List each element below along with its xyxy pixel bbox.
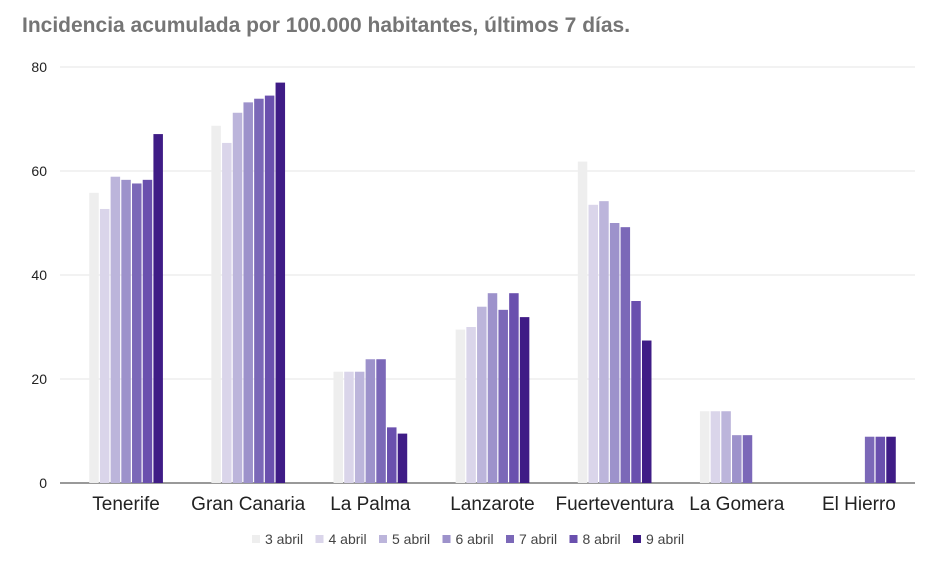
bar[interactable] (609, 223, 620, 483)
bar[interactable] (742, 435, 753, 483)
bar[interactable] (699, 411, 710, 483)
bar[interactable] (243, 102, 253, 484)
bar[interactable] (99, 208, 110, 483)
y-tick-label: 20 (31, 371, 47, 387)
bar[interactable] (631, 301, 641, 483)
legend-label: 3 abril (265, 531, 303, 547)
legend-swatch (252, 535, 260, 543)
legend-label: 4 abril (329, 531, 367, 547)
x-tick-label: El Hierro (822, 494, 896, 515)
legend-item[interactable]: 3 abril (252, 531, 303, 547)
bar[interactable] (232, 112, 243, 483)
bar[interactable] (466, 327, 476, 483)
legend: 3 abril 4 abril 5 abril 6 abril 7 abril 8 abr… (252, 531, 684, 547)
bar[interactable] (153, 134, 163, 483)
x-tick-label: Lanzarote (450, 494, 535, 515)
bar[interactable] (397, 433, 408, 483)
bar[interactable] (577, 161, 588, 483)
legend-swatch (315, 535, 324, 543)
bar[interactable] (588, 204, 598, 484)
legend-item[interactable]: 7 abril (506, 531, 557, 547)
bar[interactable] (376, 359, 386, 483)
legend-label: 6 abril (456, 531, 494, 547)
bar[interactable] (519, 317, 530, 483)
legend-swatch (506, 535, 514, 543)
y-axis-ticks: 0 20 40 60 80 (31, 59, 47, 491)
x-tick-label: Fuerteventura (555, 494, 674, 515)
bar[interactable] (599, 201, 609, 483)
bar[interactable] (275, 82, 286, 483)
bar[interactable] (721, 411, 731, 483)
legend-swatch (442, 535, 451, 543)
legend-item[interactable]: 4 abril (315, 531, 367, 547)
legend-item[interactable]: 5 abril (379, 531, 430, 547)
x-tick-label: La Palma (330, 494, 411, 515)
bar[interactable] (498, 309, 508, 483)
x-tick-label: La Gomera (689, 494, 784, 515)
y-tick-label: 40 (31, 267, 47, 283)
bar[interactable] (344, 371, 354, 483)
chart-title: Incidencia acumulada por 100.000 habitan… (22, 14, 631, 37)
bar[interactable] (710, 411, 721, 483)
x-tick-label: Tenerife (92, 494, 160, 515)
y-tick-label: 0 (39, 475, 47, 491)
bar[interactable] (89, 192, 99, 483)
bar[interactable] (264, 95, 275, 483)
legend-item[interactable]: 6 abril (442, 531, 494, 547)
bar[interactable] (222, 142, 232, 484)
bar[interactable] (477, 306, 487, 483)
legend-swatch (569, 535, 578, 543)
bar[interactable] (620, 227, 631, 483)
legend-item[interactable]: 8 abril (569, 531, 621, 547)
bar[interactable] (333, 371, 344, 483)
bar[interactable] (875, 436, 886, 483)
legend-item[interactable]: 9 abril (633, 531, 684, 547)
bar[interactable] (387, 427, 397, 483)
bar[interactable] (864, 436, 875, 483)
legend-label: 5 abril (392, 531, 430, 547)
y-tick-label: 80 (31, 59, 47, 75)
x-axis-ticks: Tenerife Gran Canaria La Palma Lanzarote Fue… (92, 494, 896, 515)
legend-label: 9 abril (646, 531, 684, 547)
bar[interactable] (121, 179, 131, 483)
bar[interactable] (509, 293, 519, 483)
bar[interactable] (354, 371, 365, 483)
legend-label: 8 abril (583, 531, 621, 547)
bar[interactable] (132, 183, 142, 484)
bar[interactable] (455, 329, 466, 483)
legend-swatch (379, 535, 387, 543)
bar[interactable] (110, 176, 121, 483)
bar[interactable] (254, 98, 264, 483)
bar[interactable] (487, 293, 498, 483)
bars (89, 82, 896, 484)
bar[interactable] (732, 435, 742, 483)
bar[interactable] (365, 359, 376, 483)
bar[interactable] (142, 179, 153, 483)
bar[interactable] (641, 340, 652, 483)
gridlines (60, 66, 915, 484)
bar[interactable] (211, 125, 221, 483)
legend-swatch (633, 535, 641, 543)
bar[interactable] (886, 436, 896, 483)
x-tick-label: Gran Canaria (191, 494, 305, 515)
legend-label: 7 abril (519, 531, 557, 547)
y-tick-label: 60 (31, 163, 47, 179)
